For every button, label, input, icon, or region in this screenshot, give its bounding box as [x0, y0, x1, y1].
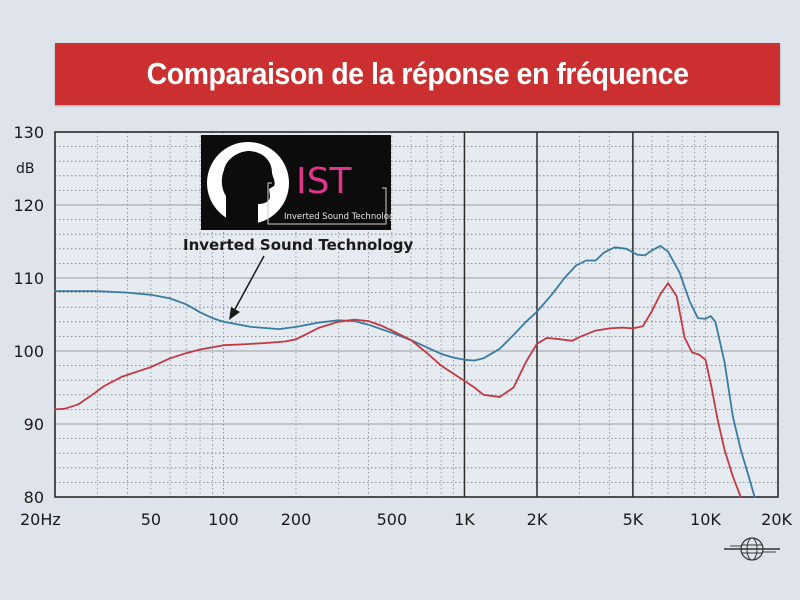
- x-tick-label: 20K: [761, 510, 792, 529]
- annotation-arrowhead: [229, 307, 240, 320]
- series-line-2: [54, 282, 742, 498]
- x-tick-label: 1K: [454, 510, 475, 529]
- series-group: [54, 245, 756, 498]
- annotation-arrow: [233, 255, 265, 312]
- x-tick-label: 500: [377, 510, 408, 529]
- grid: [55, 132, 778, 497]
- x-tick-label: 2K: [527, 510, 548, 529]
- plot-frame: [54, 131, 779, 498]
- logo-line: [267, 182, 387, 225]
- y-unit-label: dB: [16, 161, 35, 177]
- x-tick-labels: 20Hz 50 100 200 500 1K 2K 5K 10K 20K: [20, 510, 793, 529]
- x-tick-label: 100: [208, 510, 239, 529]
- chart-title: Comparaison de la réponse en fréquence: [146, 56, 689, 91]
- logo-subtitle: Inverted Sound Technology: [284, 212, 399, 222]
- plot-background: [55, 132, 778, 497]
- series-line-1: [54, 245, 756, 498]
- head-silhouette-icon: [221, 151, 275, 225]
- x-tick-label: 5K: [623, 510, 644, 529]
- y-tick-label: 120: [13, 196, 44, 215]
- globe-icon: [724, 537, 780, 561]
- y-tick-label: 130: [13, 123, 44, 142]
- title-banner: Comparaison de la réponse en fréquence: [55, 43, 780, 105]
- y-tick-label: 110: [13, 269, 44, 288]
- x-tick-label: 10K: [690, 510, 721, 529]
- x-tick-label: 200: [281, 510, 312, 529]
- annotation-label: Inverted Sound Technology: [183, 236, 413, 254]
- y-tick-labels: 130 120 110 100 90 80: [13, 123, 44, 507]
- x-tick-label: 20Hz: [20, 510, 61, 529]
- x-tick-label: 50: [141, 510, 161, 529]
- y-tick-label: 80: [24, 488, 44, 507]
- y-tick-label: 100: [13, 342, 44, 361]
- logo-text: IST: [296, 161, 352, 202]
- y-tick-label: 90: [24, 415, 44, 434]
- ist-logo: IST Inverted Sound Technology: [201, 135, 399, 230]
